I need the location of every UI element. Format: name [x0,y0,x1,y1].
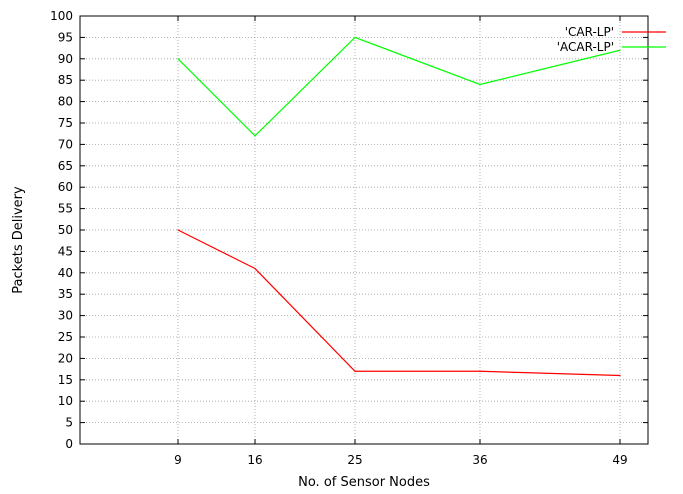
y-tick-label: 40 [58,266,73,280]
y-tick-label: 70 [58,137,73,151]
y-tick-label: 65 [58,159,73,173]
data-point [479,370,481,372]
data-point [619,49,621,51]
y-tick-label: 100 [50,9,73,23]
y-tick-label: 5 [65,416,73,430]
y-tick-label: 95 [58,30,73,44]
y-tick-label: 10 [58,394,73,408]
y-tick-label: 55 [58,202,73,216]
y-axis-label: Packets Delivery [11,186,26,294]
y-tick-label: 60 [58,180,73,194]
y-axis-ticks: 0 5 10 15 20 25 30 35 40 45 50 55 60 65 70 75 80 85 90 95 10… [50,9,648,451]
x-tick-label: 49 [612,453,627,467]
legend-label: 'ACAR-LP' [557,40,614,54]
y-tick-label: 25 [58,330,73,344]
x-axis-ticks: 9 16 25 36 49 [174,16,628,467]
data-point [354,36,356,39]
data-point [177,58,179,60]
y-tick-label: 35 [58,287,73,301]
series-line-acar-lp [177,36,621,137]
legend: 'CAR-LP''ACAR-LP' [557,25,666,54]
series-line-car-lp [177,229,621,377]
y-tick-label: 90 [58,52,73,66]
y-tick-label: 0 [65,437,73,451]
legend-entry-car-lp: 'CAR-LP' [565,25,666,39]
data-point [619,374,621,377]
data-point [254,135,256,137]
legend-entry-acar-lp: 'ACAR-LP' [557,40,666,54]
data-point [254,267,256,270]
x-tick-label: 25 [347,453,362,467]
x-axis-label: No. of Sensor Nodes [298,475,430,490]
series-lines [177,36,621,377]
y-tick-label: 20 [58,351,73,365]
x-tick-label: 16 [247,453,262,467]
x-tick-label: 36 [472,453,487,467]
y-tick-label: 75 [58,116,73,130]
y-tick-label: 85 [58,73,73,87]
x-tick-label: 9 [174,453,182,467]
data-point [354,370,356,372]
y-tick-label: 50 [58,223,73,237]
legend-label: 'CAR-LP' [565,25,614,39]
y-tick-label: 45 [58,244,73,258]
data-point [479,83,481,86]
y-tick-label: 30 [58,309,73,323]
y-tick-label: 80 [58,95,73,109]
plot-frame [79,15,649,445]
y-tick-label: 15 [58,373,73,387]
data-point [177,229,179,231]
grid [80,16,648,444]
